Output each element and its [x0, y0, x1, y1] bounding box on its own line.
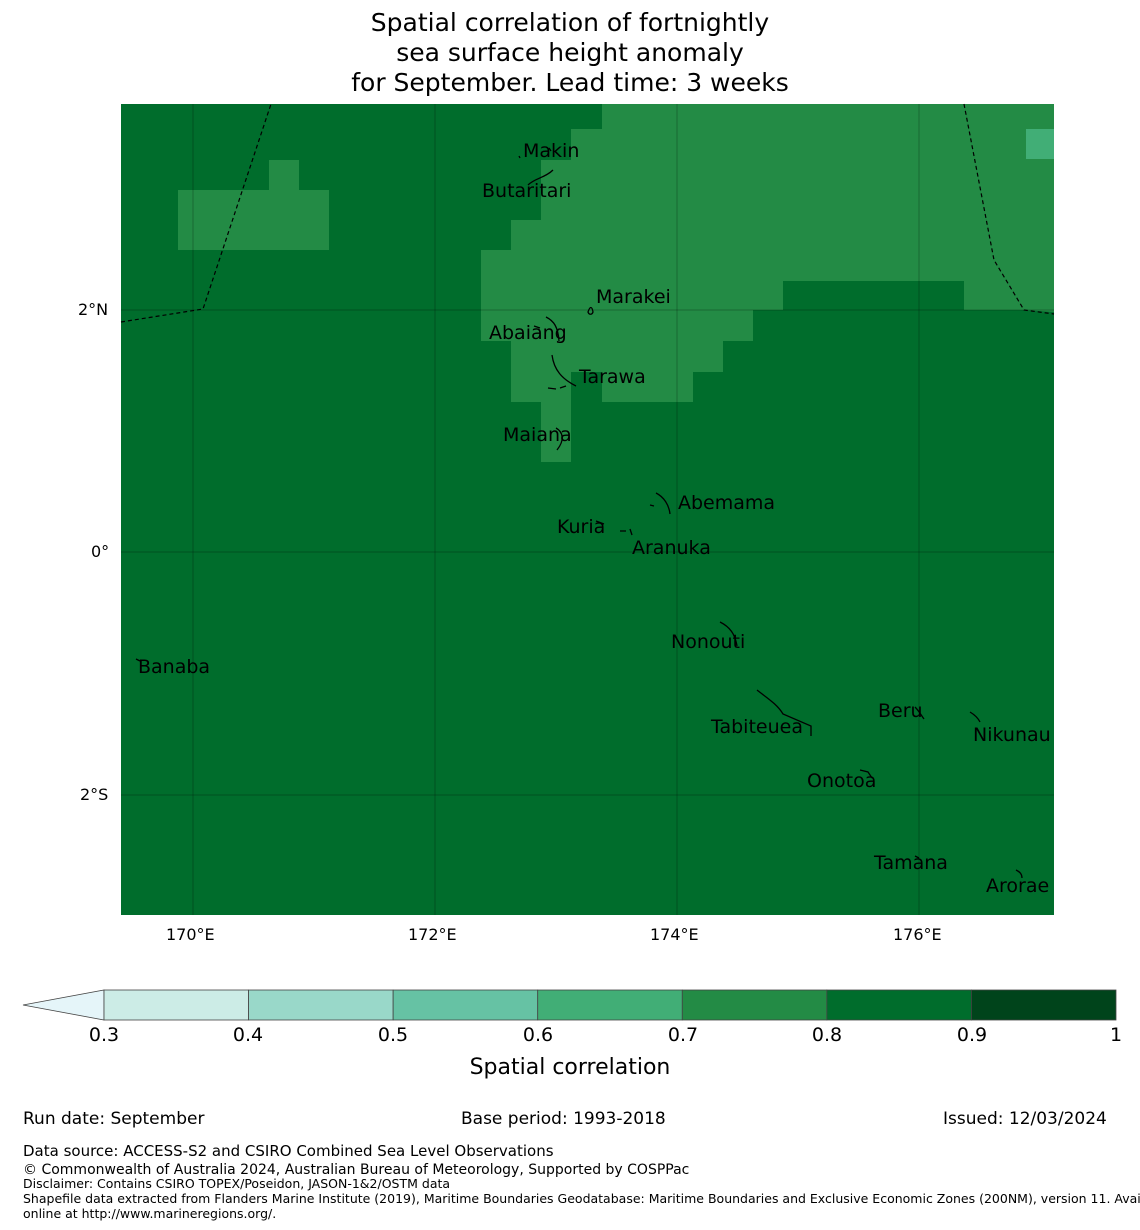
title-line-3: for September. Lead time: 3 weeks — [351, 68, 789, 97]
shapefile-credit-2: online at http://www.marineregions.org/. — [23, 1206, 277, 1221]
place-tamana: Tamana — [874, 852, 948, 874]
correlation-patch-0.6-0.7 — [1026, 129, 1054, 159]
colorbar-tick-0.4: 0.4 — [232, 1024, 264, 1046]
shapefile-credit-1: Shapefile data extracted from Flanders M… — [23, 1191, 1140, 1206]
lon-label-174e: 174°E — [650, 925, 699, 944]
lat-label-0: 0° — [91, 542, 110, 561]
place-arorae: Arorae — [986, 875, 1050, 897]
place-kuria: Kuria — [557, 516, 606, 538]
island-outlines — [135, 147, 1023, 879]
colorbar-segment-0.9 — [971, 989, 1117, 1021]
onotoa-island — [859, 769, 873, 779]
place-tabiteuea: Tabiteuea — [711, 716, 803, 738]
colorbar-tick-1: 1 — [1109, 1024, 1123, 1046]
place-nikunau: Nikunau — [973, 724, 1051, 746]
makin-island — [518, 147, 552, 159]
place-nonouti: Nonouti — [671, 631, 746, 653]
disclaimer: Disclaimer: Contains CSIRO TOPEX/Poseido… — [23, 1176, 451, 1191]
place-tarawa: Tarawa — [579, 366, 646, 388]
lat-label-2n: 2°N — [78, 300, 109, 319]
copyright: © Commonwealth of Australia 2024, Austra… — [23, 1162, 690, 1178]
marakei-island — [587, 306, 594, 315]
data-source: Data source: ACCESS-S2 and CSIRO Combine… — [23, 1142, 554, 1160]
title-line-2: sea surface height anomaly — [396, 38, 744, 67]
kuria-aranuka-islands — [595, 520, 633, 536]
lon-label-170e: 170°E — [166, 925, 215, 944]
place-banaba: Banaba — [138, 656, 211, 678]
lat-label-2s: 2°S — [80, 785, 109, 804]
place-abaiang: Abaiang — [489, 322, 567, 344]
colorbar-segment-0.5 — [392, 989, 539, 1021]
colorbar-tick-0.3: 0.3 — [88, 1024, 120, 1046]
run-date: Run date: September — [23, 1109, 205, 1129]
colorbar-tick-0.5: 0.5 — [377, 1024, 409, 1046]
colorbar-segment-0.6 — [537, 989, 683, 1021]
colorbar-label: Spatial correlation — [469, 1055, 671, 1080]
colorbar-segment-0.3 — [103, 989, 249, 1021]
colorbar-tick-0.7: 0.7 — [667, 1024, 699, 1046]
tabiteuea-island — [756, 689, 812, 736]
place-onotoa: Onotoa — [807, 770, 877, 792]
place-abemama: Abemama — [678, 492, 776, 514]
place-marakei: Marakei — [596, 286, 671, 308]
colorbar-segment-0.4 — [248, 989, 394, 1021]
issued-date: Issued: 12/03/2024 — [943, 1109, 1107, 1129]
maiana-island — [555, 427, 563, 451]
arorae-island — [1015, 869, 1023, 879]
colorbar-tick-0.9: 0.9 — [956, 1024, 988, 1046]
place-aranuka: Aranuka — [632, 537, 711, 559]
lon-label-176e: 176°E — [893, 925, 942, 944]
lon-label-172e: 172°E — [408, 925, 457, 944]
eez-boundary — [120, 103, 1055, 323]
colorbar-tick-0.6: 0.6 — [522, 1024, 554, 1046]
colorbar — [22, 989, 1117, 1021]
colorbar-segment-0.7 — [681, 989, 828, 1021]
tarawa-island — [547, 354, 577, 390]
beru-island — [914, 706, 925, 720]
place-makin: Makin — [523, 140, 580, 162]
graticule — [121, 104, 1054, 915]
tamana-island — [914, 855, 920, 859]
colorbar-segment-0.8 — [826, 989, 972, 1021]
colorbar-tick-0.8: 0.8 — [811, 1024, 843, 1046]
nikunau-island — [969, 711, 981, 723]
abaiang-island — [533, 316, 560, 342]
abemama-island — [649, 492, 671, 515]
banaba-island — [135, 658, 141, 662]
place-maiana: Maiana — [503, 424, 572, 446]
title-line-1: Spatial correlation of fortnightly — [370, 8, 770, 37]
butaritari-island — [527, 169, 554, 186]
place-butaritari: Butaritari — [482, 180, 572, 202]
nonouti-island — [719, 621, 738, 647]
colorbar-extension-low — [22, 989, 105, 1021]
place-beru: Beru — [878, 700, 923, 722]
base-period: Base period: 1993-2018 — [461, 1109, 666, 1129]
